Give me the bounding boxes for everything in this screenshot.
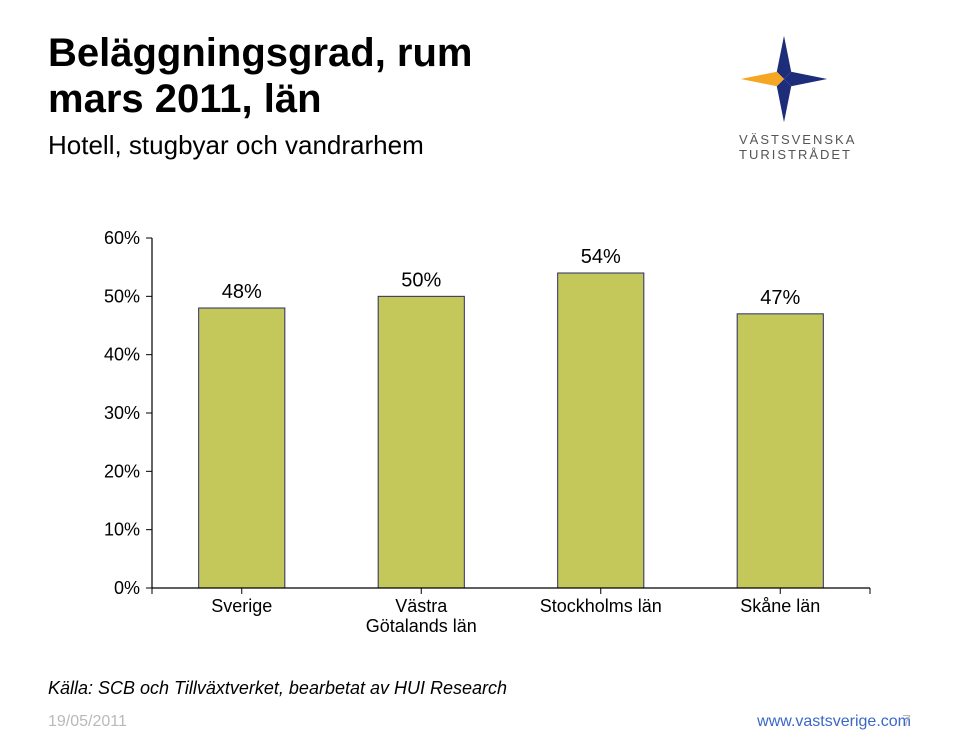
footer: 19/05/2011 www.vastsverige.com 7 bbox=[48, 713, 911, 731]
bar-value-label: 47% bbox=[760, 287, 800, 309]
bar bbox=[378, 296, 464, 588]
category-label: Götalands län bbox=[366, 616, 477, 636]
subtitle: Hotell, stugbyar och vandrarhem bbox=[48, 130, 668, 161]
footer-date: 19/05/2011 bbox=[48, 713, 127, 731]
bar bbox=[558, 273, 644, 588]
title-line-1: Beläggningsgrad, rum bbox=[48, 30, 668, 76]
logo-text: VÄSTSVENSKA TURISTRÅDET bbox=[739, 132, 909, 162]
svg-text:50%: 50% bbox=[104, 286, 140, 306]
bar-chart: 0% 10% 20% 30% 40% 50% 60% 48% Sverige 50% VästraG… bbox=[90, 230, 880, 650]
title-block: Beläggningsgrad, rum mars 2011, län Hote… bbox=[48, 30, 668, 161]
category-label: Skåne län bbox=[740, 596, 820, 616]
bar-value-label: 50% bbox=[401, 269, 441, 291]
title-line-2: mars 2011, län bbox=[48, 76, 668, 122]
logo-text-line2: TURISTRÅDET bbox=[739, 147, 909, 162]
svg-text:30%: 30% bbox=[104, 403, 140, 423]
svg-text:0%: 0% bbox=[114, 578, 140, 598]
slide-page: Beläggningsgrad, rum mars 2011, län Hote… bbox=[0, 0, 959, 749]
source-text: Källa: SCB och Tillväxtverket, bearbetat… bbox=[48, 678, 507, 699]
logo-text-line1: VÄSTSVENSKA bbox=[739, 132, 909, 147]
bar-value-label: 48% bbox=[222, 281, 262, 303]
category-label: Sverige bbox=[211, 596, 272, 616]
logo-star-icon bbox=[739, 34, 829, 124]
bar-value-label: 54% bbox=[581, 246, 621, 268]
footer-page-number: 7 bbox=[902, 713, 911, 731]
category-label: Stockholms län bbox=[540, 596, 662, 616]
bar bbox=[737, 314, 823, 588]
svg-text:20%: 20% bbox=[104, 461, 140, 481]
bar bbox=[199, 308, 285, 588]
svg-text:40%: 40% bbox=[104, 345, 140, 365]
bar-chart-svg: 0% 10% 20% 30% 40% 50% 60% 48% Sverige 50% VästraG… bbox=[90, 230, 880, 650]
footer-url: www.vastsverige.com bbox=[757, 713, 911, 731]
svg-text:60%: 60% bbox=[104, 230, 140, 248]
svg-text:10%: 10% bbox=[104, 520, 140, 540]
category-label: Västra bbox=[395, 596, 448, 616]
logo: VÄSTSVENSKA TURISTRÅDET bbox=[739, 34, 909, 162]
